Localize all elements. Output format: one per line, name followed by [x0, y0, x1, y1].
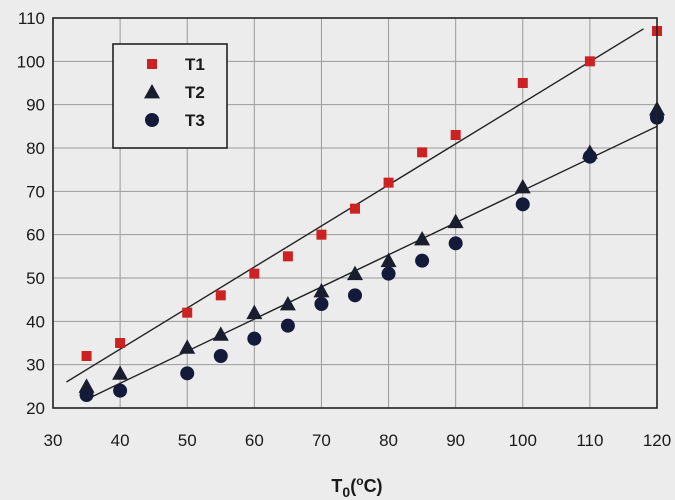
y-tick-label: 40: [26, 312, 45, 331]
x-tick-label: 40: [111, 431, 130, 450]
legend-label-t2: T2: [185, 83, 205, 102]
t2-point: [447, 213, 464, 229]
t1-point: [115, 338, 126, 348]
t3-legend-marker: [145, 113, 159, 127]
t2-point: [279, 296, 296, 311]
x-axis-label: T0(oC): [331, 474, 382, 500]
t2-point: [78, 378, 95, 393]
t1-point: [417, 147, 428, 158]
t3-point: [247, 331, 262, 346]
t3-point: [113, 383, 128, 398]
legend: T1 T2 T3: [112, 43, 228, 149]
t3-point: [314, 297, 329, 311]
x-tick-label: 70: [312, 431, 331, 450]
t2-point: [313, 283, 330, 298]
t2-point: [347, 265, 363, 281]
t1-point: [517, 78, 528, 88]
t2-point: [414, 231, 431, 246]
y-tick-label: 110: [18, 9, 45, 28]
t2-point: [380, 252, 397, 268]
x-tick-label: 110: [576, 431, 603, 450]
plot-frame: [52, 17, 658, 409]
t2-point: [112, 365, 129, 380]
legend-label-t3: T3: [185, 111, 205, 130]
t1-point: [383, 177, 394, 188]
t1-point: [249, 268, 260, 279]
t2-point: [179, 339, 196, 354]
t2-legend-marker: [144, 84, 160, 99]
x-tick-label: 100: [509, 431, 537, 450]
x-tick-label: 120: [643, 431, 671, 450]
y-tick-label: 100: [17, 52, 45, 71]
t2-point: [246, 304, 263, 320]
t1-point: [316, 229, 327, 240]
y-tick-labels: 20 30 40 50 60 70 80 90 100 110: [17, 9, 45, 418]
t1-point: [182, 307, 193, 318]
data-points: [78, 26, 665, 402]
legend-box: [112, 43, 228, 149]
t1-point: [282, 251, 293, 262]
y-tick-label: 20: [26, 399, 45, 418]
x-tick-label: 60: [245, 431, 264, 450]
x-tick-label: 80: [379, 431, 398, 450]
y-tick-label: 90: [26, 96, 45, 115]
fit-T2-line: [86, 125, 658, 400]
t1-point: [215, 290, 226, 301]
t1-point: [81, 351, 92, 361]
t3-point: [213, 349, 228, 363]
t3-point: [280, 318, 295, 333]
t1-point: [350, 203, 360, 214]
x-tick-label: 50: [178, 431, 197, 450]
t2-point: [514, 179, 531, 194]
legend-label-t1: T1: [185, 55, 205, 74]
t3-point: [582, 149, 597, 164]
t3-point: [348, 288, 362, 303]
t3-point: [79, 388, 94, 402]
t2-point: [212, 326, 229, 341]
t3-point: [415, 253, 430, 268]
t3-point: [448, 236, 463, 251]
y-tick-label: 60: [26, 226, 45, 245]
y-tick-label: 70: [26, 182, 45, 201]
y-tick-label: 50: [26, 269, 45, 288]
t1-point: [584, 56, 595, 67]
x-tick-label: 90: [446, 431, 465, 450]
t3-point: [515, 197, 530, 212]
t1-point: [450, 130, 461, 140]
t3-point: [180, 366, 195, 381]
t1-legend-marker: [147, 59, 157, 69]
x-tick-label: 30: [44, 431, 63, 450]
t3-point: [381, 266, 396, 281]
x-tick-labels: 30 40 50 60 70 80 90 100 110 120: [44, 431, 672, 450]
y-tick-label: 80: [26, 139, 45, 158]
y-tick-label: 30: [26, 356, 45, 375]
